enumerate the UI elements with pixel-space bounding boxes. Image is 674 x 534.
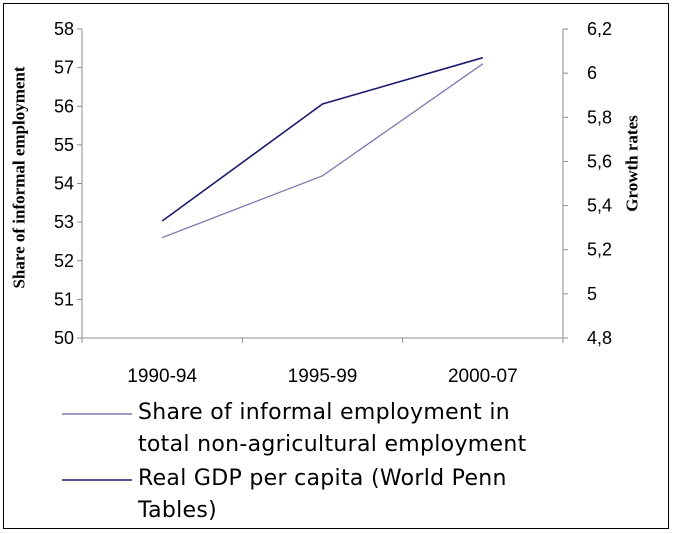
x-tick-label: 2000-07	[448, 366, 518, 387]
left-tick-label: 51	[54, 289, 74, 309]
legend: Share of informal employment in total non…	[62, 400, 527, 523]
x-tick-label: 1995-99	[288, 366, 358, 387]
left-axis-title: Share of informal employment	[10, 66, 29, 288]
chart-frame: 50 51 52 53 54 55 56 57 58 4,8 5 5,2 5,4 5,6 5,8 6 6,2 …	[3, 3, 669, 529]
left-tick-label: 53	[54, 212, 74, 232]
legend-label-2: Real GDP per capita (World Penn	[138, 466, 507, 491]
right-tick-label: 5	[587, 284, 597, 304]
left-tick-label: 55	[54, 135, 74, 155]
series-line-2	[161, 56, 484, 222]
right-tick-label: 5,4	[587, 196, 612, 216]
left-tick-label: 58	[54, 19, 74, 39]
left-tick-label: 56	[54, 96, 74, 116]
right-axis-title: Growth rates	[623, 115, 642, 212]
left-y-axis: 50 51 52 53 54 55 56 57 58	[54, 19, 83, 348]
x-axis: 1990-94 1995-99 2000-07	[81, 337, 564, 387]
legend-label-1: Share of informal employment in	[138, 400, 510, 425]
legend-label-1: total non-agricultural employment	[138, 432, 527, 457]
right-y-axis: 4,8 5 5,2 5,4 5,6 5,8 6 6,2	[562, 19, 612, 348]
right-tick-label: 4,8	[587, 328, 612, 348]
left-tick-label: 57	[54, 58, 74, 78]
series-line-1	[161, 63, 484, 239]
right-tick-label: 5,6	[587, 151, 612, 171]
left-tick-label: 50	[54, 328, 74, 348]
legend-label-2: Tables)	[137, 498, 217, 523]
right-tick-label: 6,2	[587, 19, 612, 39]
left-tick-label: 52	[54, 251, 74, 271]
right-tick-label: 5,2	[587, 240, 612, 260]
right-tick-label: 6	[587, 63, 597, 83]
x-tick-label: 1990-94	[127, 366, 197, 387]
right-tick-label: 5,8	[587, 107, 612, 127]
left-tick-label: 54	[54, 174, 74, 194]
series-lines	[161, 56, 484, 239]
